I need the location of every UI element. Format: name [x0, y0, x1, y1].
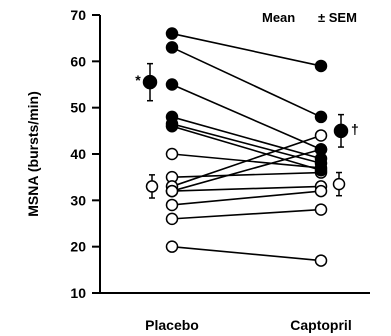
- subject-point-filled: [314, 163, 328, 177]
- mean-point-open: [145, 180, 159, 193]
- mean-point-filled: [333, 123, 349, 139]
- subject-line: [171, 32, 322, 67]
- subject-line: [171, 208, 322, 220]
- y-tick-label: 60: [70, 53, 86, 69]
- subject-point-open: [165, 198, 179, 212]
- legend: Mean ± SEM: [262, 10, 357, 25]
- subject-point-filled: [165, 41, 179, 54]
- subject-points: [165, 27, 328, 267]
- significance-marker: †: [351, 121, 359, 137]
- y-tick-label: 20: [70, 239, 86, 255]
- legend-sem-label: ± SEM: [318, 10, 357, 25]
- y-tick-label: 50: [70, 100, 86, 116]
- significance-marker: *: [135, 72, 141, 88]
- subject-point-filled: [165, 78, 179, 91]
- subject-line: [171, 134, 322, 188]
- subject-point-filled: [314, 59, 328, 73]
- subject-point-open: [165, 147, 179, 161]
- y-axis: 10 20 30 40 50 60 70: [70, 7, 101, 301]
- subject-line: [171, 148, 322, 192]
- y-tick-label: 40: [70, 146, 86, 162]
- mean-point-filled: [142, 74, 158, 90]
- subject-line: [171, 245, 322, 262]
- subject-point-open: [314, 184, 328, 198]
- subject-line: [171, 190, 322, 206]
- subject-line: [171, 116, 322, 160]
- subject-point-filled: [165, 119, 179, 133]
- subject-line: [171, 125, 322, 171]
- mean-point-open: [332, 177, 346, 191]
- x-category-label: Placebo: [145, 317, 199, 333]
- subject-point-filled: [314, 110, 328, 124]
- subject-line: [171, 83, 322, 151]
- y-tick-label: 10: [70, 285, 86, 301]
- y-tick-label: 30: [70, 192, 86, 208]
- legend-mean-label: Mean: [262, 10, 295, 25]
- y-axis-title: MSNA (bursts/min): [25, 91, 41, 216]
- y-tick-label: 70: [70, 7, 86, 23]
- subject-point-filled: [165, 27, 179, 40]
- subject-line: [171, 46, 322, 118]
- subject-line: [171, 171, 322, 178]
- subject-point-open: [165, 184, 179, 198]
- subject-line: [171, 185, 322, 192]
- subject-point-open: [314, 129, 328, 142]
- x-axis-categories: Placebo Captopril: [145, 317, 352, 333]
- mean-markers: *†: [135, 62, 359, 199]
- y-axis-ticks: 10 20 30 40 50 60 70: [70, 7, 100, 301]
- subject-point-open: [314, 203, 328, 216]
- subject-point-open: [165, 240, 179, 253]
- subject-point-open: [314, 254, 328, 267]
- subject-lines: [171, 32, 322, 262]
- x-category-label: Captopril: [290, 317, 351, 333]
- subject-point-open: [165, 212, 179, 226]
